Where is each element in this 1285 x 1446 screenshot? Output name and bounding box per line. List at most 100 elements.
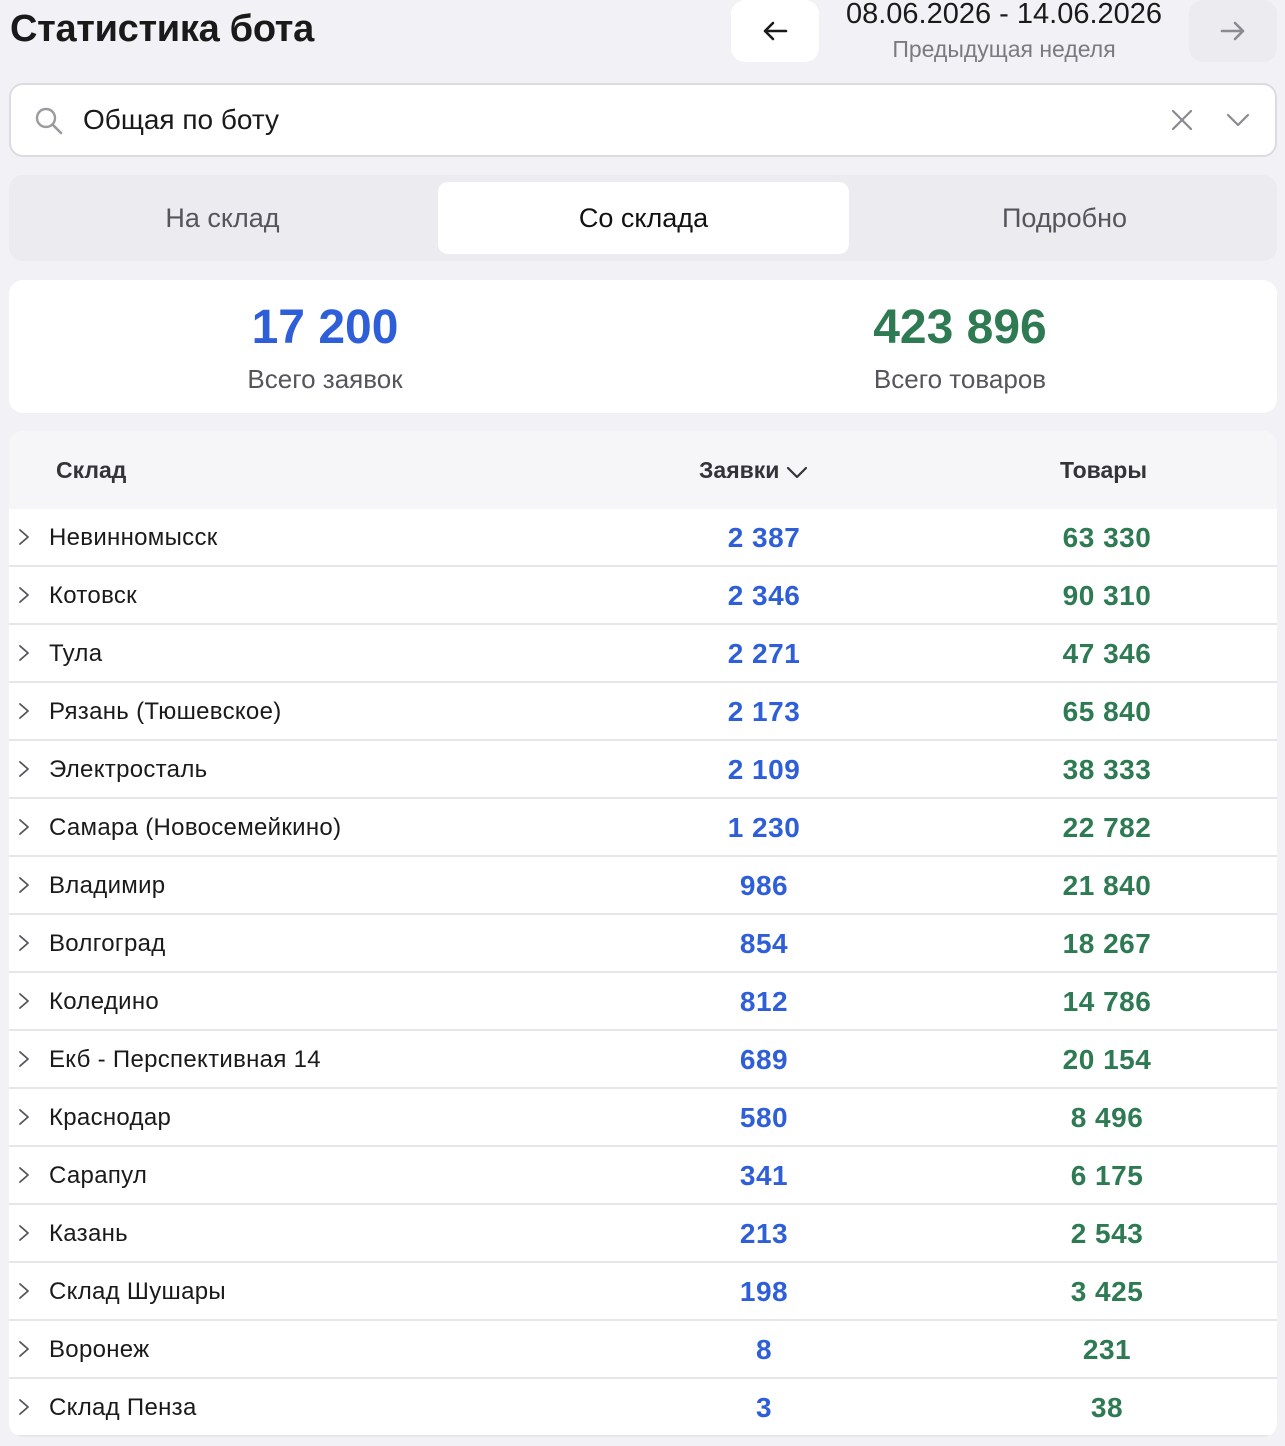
tab-to-warehouse[interactable]: На склад — [165, 202, 280, 233]
warehouse-name: Сарапул — [49, 1162, 148, 1189]
chevron-right-icon — [19, 645, 29, 661]
table-row[interactable]: Самара (Новосемейкино) 1 230 22 782 — [9, 799, 1277, 857]
warehouse-name: Краснодар — [49, 1104, 172, 1131]
goods-count: 20 154 — [1062, 1044, 1152, 1075]
warehouse-name: Самара (Новосемейкино) — [49, 814, 342, 841]
requests-count: 213 — [739, 1218, 789, 1249]
bot-select-input[interactable]: Общая по боту — [9, 83, 1277, 157]
goods-count: 231 — [1082, 1334, 1132, 1365]
chevron-right-icon — [19, 1283, 29, 1299]
total-goods-label: Всего товаров — [873, 364, 1047, 394]
header-warehouse: Склад — [56, 457, 127, 483]
requests-count: 8 — [755, 1334, 773, 1365]
chevron-right-icon — [19, 1109, 29, 1125]
chevron-right-icon — [19, 935, 29, 951]
total-requests-label: Всего заявок — [247, 364, 403, 394]
requests-count: 1 230 — [727, 812, 801, 843]
table-row[interactable]: Воронеж 8 231 — [9, 1321, 1277, 1379]
table-row[interactable]: Котовск 2 346 90 310 — [9, 567, 1277, 625]
chevron-right-icon — [19, 1225, 29, 1241]
chevron-down-icon[interactable] — [1223, 107, 1253, 133]
goods-count: 21 840 — [1062, 870, 1152, 901]
chevron-right-icon — [19, 1051, 29, 1067]
sort-chevron-down-icon — [787, 466, 808, 479]
warehouse-name: Рязань (Тюшевское) — [49, 698, 282, 725]
chevron-right-icon — [19, 587, 29, 603]
arrow-left-icon — [763, 21, 788, 41]
goods-count: 90 310 — [1062, 580, 1152, 611]
chevron-right-icon — [19, 703, 29, 719]
table-row[interactable]: Коледино 812 14 786 — [9, 973, 1277, 1031]
prev-week-button[interactable] — [731, 0, 819, 62]
table-row[interactable]: Электросталь 2 109 38 333 — [9, 741, 1277, 799]
table-header: Склад Заявки Товары — [9, 431, 1277, 509]
requests-count: 812 — [739, 986, 789, 1017]
table-row[interactable]: Казань 213 2 543 — [9, 1205, 1277, 1263]
chevron-right-icon — [19, 1167, 29, 1183]
goods-count: 2 543 — [1070, 1218, 1144, 1249]
goods-count: 18 267 — [1062, 928, 1152, 959]
goods-count: 22 782 — [1062, 812, 1152, 843]
warehouse-name: Казань — [49, 1220, 128, 1247]
requests-count: 198 — [739, 1276, 789, 1307]
chevron-right-icon — [19, 1399, 29, 1415]
requests-count: 986 — [739, 870, 789, 901]
table-row[interactable]: Екб - Перспективная 14 689 20 154 — [9, 1031, 1277, 1089]
chevron-right-icon — [19, 819, 29, 835]
date-range: 08.06.2026 - 14.06.2026 — [845, 0, 1163, 30]
requests-count: 2 387 — [727, 522, 801, 553]
warehouse-name: Электросталь — [49, 756, 208, 783]
table-row[interactable]: Краснодар 580 8 496 — [9, 1089, 1277, 1147]
table-row[interactable]: Волгоград 854 18 267 — [9, 915, 1277, 973]
warehouse-name: Котовск — [49, 582, 137, 609]
requests-count: 2 271 — [727, 638, 801, 669]
requests-count: 2 173 — [727, 696, 801, 727]
goods-count: 63 330 — [1062, 522, 1152, 553]
summary-card: 17 200 Всего заявок 423 896 Всего товаро… — [9, 280, 1277, 413]
table-row[interactable]: Склад Шушары 198 3 425 — [9, 1263, 1277, 1321]
arrow-right-icon — [1220, 21, 1245, 41]
warehouse-name: Коледино — [49, 988, 160, 1015]
warehouse-name: Волгоград — [49, 930, 166, 957]
total-goods-value: 423 896 — [873, 301, 1047, 354]
page-title: Статистика бота — [10, 8, 314, 50]
goods-count: 38 — [1090, 1392, 1124, 1423]
table-row[interactable]: Владимир 986 21 840 — [9, 857, 1277, 915]
chevron-right-icon — [19, 993, 29, 1009]
header-requests-label: Заявки — [699, 457, 780, 483]
warehouse-name: Невинномысск — [49, 524, 218, 551]
requests-count: 689 — [739, 1044, 789, 1075]
warehouse-name: Екб - Перспективная 14 — [49, 1046, 321, 1073]
goods-count: 6 175 — [1070, 1160, 1144, 1191]
chevron-right-icon — [19, 529, 29, 545]
clear-icon[interactable] — [1169, 107, 1195, 133]
period-label: Предыдущая неделя — [892, 36, 1116, 62]
warehouse-name: Воронеж — [49, 1336, 150, 1363]
goods-count: 47 346 — [1062, 638, 1152, 669]
bot-select-value: Общая по боту — [83, 104, 280, 135]
header-requests-sort[interactable]: Заявки — [699, 457, 809, 484]
tab-from-warehouse[interactable]: Со склада — [438, 182, 849, 254]
warehouse-name: Склад Пенза — [49, 1394, 197, 1421]
warehouse-name: Владимир — [49, 872, 166, 899]
next-week-button[interactable] — [1189, 0, 1277, 62]
chevron-right-icon — [19, 877, 29, 893]
table-row[interactable]: Тула 2 271 47 346 — [9, 625, 1277, 683]
requests-count: 2 109 — [727, 754, 801, 785]
warehouse-name: Склад Шушары — [49, 1278, 226, 1305]
chevron-right-icon — [19, 1341, 29, 1357]
table-row[interactable]: Склад Пенза 3 38 — [9, 1379, 1277, 1437]
tab-details[interactable]: Подробно — [1001, 202, 1127, 233]
goods-count: 3 425 — [1070, 1276, 1144, 1307]
table-row[interactable]: Невинномысск 2 387 63 330 — [9, 509, 1277, 567]
requests-count: 341 — [739, 1160, 789, 1191]
warehouse-name: Тула — [49, 640, 103, 667]
search-icon — [35, 107, 63, 135]
table-row[interactable]: Сарапул 341 6 175 — [9, 1147, 1277, 1205]
goods-count: 8 496 — [1070, 1102, 1144, 1133]
table-row[interactable]: Рязань (Тюшевское) 2 173 65 840 — [9, 683, 1277, 741]
requests-count: 854 — [739, 928, 789, 959]
goods-count: 65 840 — [1062, 696, 1152, 727]
requests-count: 3 — [755, 1392, 773, 1423]
requests-count: 2 346 — [727, 580, 801, 611]
